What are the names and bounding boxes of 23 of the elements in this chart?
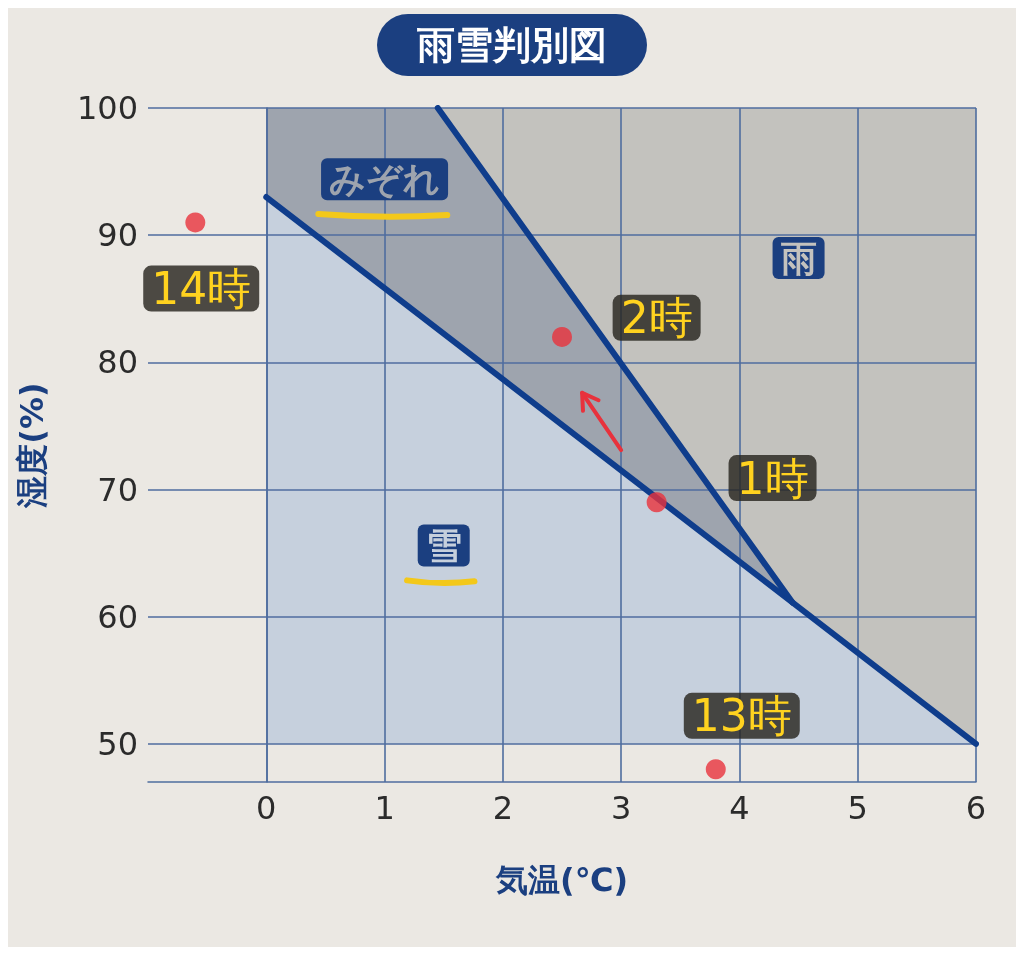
x-tick-label: 2: [492, 789, 514, 827]
x-tick-label: 4: [729, 789, 750, 827]
chart-title: 雨雪判別図: [416, 23, 607, 67]
y-axis-title: 湿度(%): [13, 382, 51, 509]
legend-label: みぞれ: [329, 158, 441, 200]
legend-label: 雪: [425, 524, 462, 566]
y-tick-label: 70: [97, 470, 138, 509]
legend-label: 雨: [779, 237, 817, 279]
x-tick-label: 0: [256, 789, 277, 827]
annotation: 14時: [151, 263, 252, 315]
y-tick-label: 100: [76, 89, 138, 127]
annotation: 1時: [736, 452, 809, 504]
x-tick-label: 6: [965, 789, 987, 827]
y-tick-label: 80: [97, 343, 138, 382]
x-tick-label: 1: [374, 789, 395, 827]
annotation: 2時: [620, 292, 693, 344]
annotation: 13時: [691, 690, 792, 742]
x-tick-label: 3: [610, 789, 632, 827]
x-axis-title: 気温(℃): [495, 861, 628, 899]
y-tick-label: 90: [97, 216, 138, 255]
x-tick-label: 5: [847, 789, 868, 827]
y-tick-label: 60: [97, 597, 138, 636]
y-tick-label: 50: [97, 724, 138, 763]
